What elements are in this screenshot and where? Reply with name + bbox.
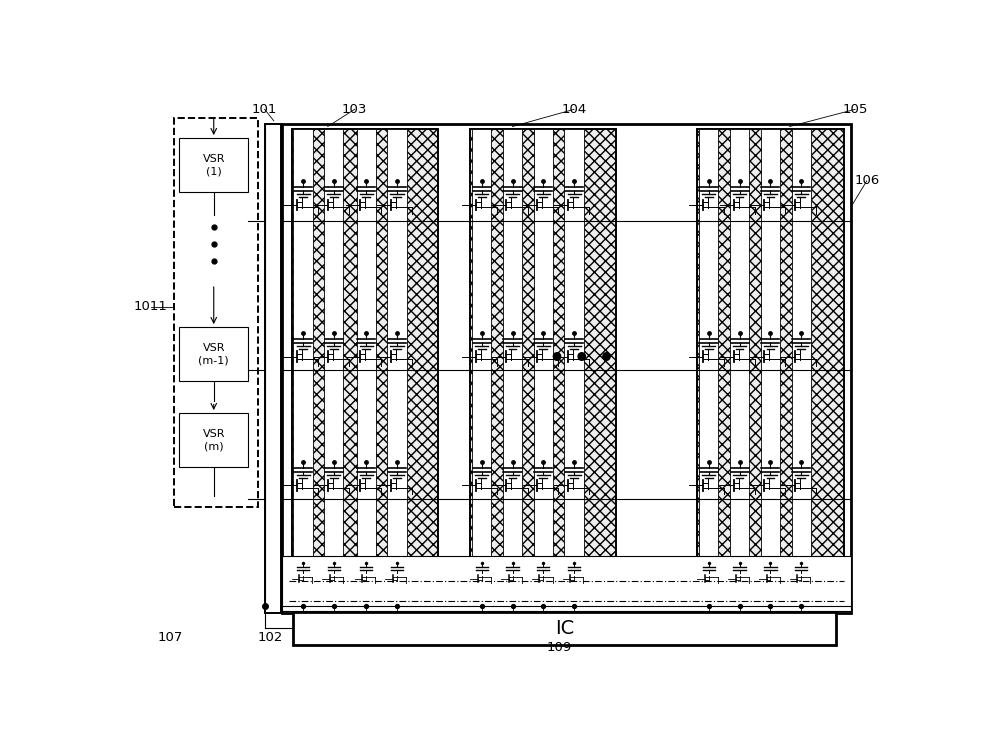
Bar xyxy=(503,129,522,599)
Bar xyxy=(293,612,836,645)
Text: 108: 108 xyxy=(785,587,810,600)
Bar xyxy=(792,129,811,599)
Text: VSR
(m-1): VSR (m-1) xyxy=(198,343,229,365)
Bar xyxy=(470,129,616,599)
Bar xyxy=(179,413,248,467)
Bar xyxy=(357,129,376,599)
Text: 104: 104 xyxy=(561,103,587,116)
Bar xyxy=(179,327,248,382)
Text: 107: 107 xyxy=(157,631,183,644)
Bar xyxy=(282,557,851,611)
Bar xyxy=(324,129,343,599)
Text: 110: 110 xyxy=(823,561,849,574)
Text: 106: 106 xyxy=(854,174,879,187)
Bar xyxy=(293,129,313,599)
Text: VSR
(1): VSR (1) xyxy=(202,154,225,176)
Bar xyxy=(292,129,438,599)
Text: 10811: 10811 xyxy=(784,575,826,589)
Text: VSR
(m): VSR (m) xyxy=(202,429,225,452)
Bar xyxy=(730,129,749,599)
Bar xyxy=(179,138,248,193)
Bar xyxy=(174,118,258,507)
Bar xyxy=(265,124,282,614)
Bar xyxy=(761,129,780,599)
Text: 102: 102 xyxy=(257,631,283,644)
Bar xyxy=(282,124,851,614)
Bar xyxy=(697,129,844,599)
Text: 109: 109 xyxy=(546,641,571,654)
Text: 103: 103 xyxy=(342,103,367,116)
Bar xyxy=(387,129,407,599)
Text: 1011: 1011 xyxy=(134,301,168,313)
Bar xyxy=(699,129,718,599)
Text: 101: 101 xyxy=(252,103,277,116)
Text: 105: 105 xyxy=(842,103,868,116)
Text: • • •: • • • xyxy=(549,347,615,371)
Text: IC: IC xyxy=(555,619,574,638)
Bar xyxy=(534,129,553,599)
Bar xyxy=(564,129,584,599)
Bar xyxy=(472,129,491,599)
